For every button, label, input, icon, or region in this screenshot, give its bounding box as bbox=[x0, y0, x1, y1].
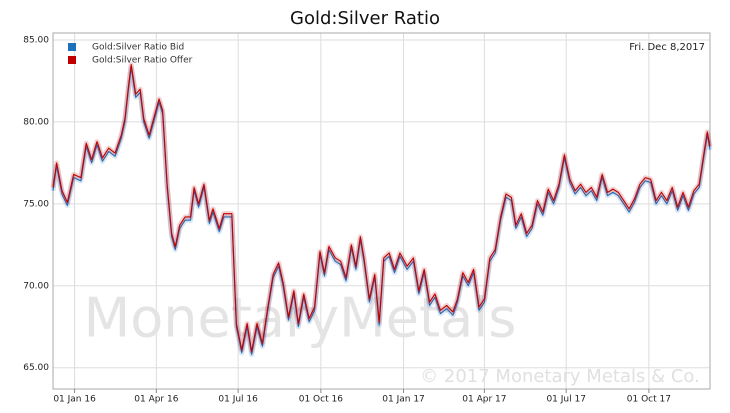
y-tick-label: 80.00 bbox=[23, 117, 49, 127]
plot-area bbox=[52, 32, 711, 390]
x-tick-label: 01 Jul 17 bbox=[546, 395, 586, 405]
x-tick-label: 01 Oct 16 bbox=[299, 395, 343, 405]
x-tick-label: 01 Jul 16 bbox=[218, 395, 258, 405]
x-tick-label: 01 Apr 16 bbox=[134, 395, 178, 405]
series-line bbox=[52, 64, 711, 352]
y-tick-label: 65.00 bbox=[23, 363, 49, 373]
x-tick-label: 01 Oct 17 bbox=[627, 395, 671, 405]
y-tick-label: 75.00 bbox=[23, 199, 49, 209]
grid bbox=[53, 33, 710, 389]
x-tick-label: 01 Jan 16 bbox=[53, 395, 96, 405]
date-annotation: Fri. Dec 8,2017 bbox=[629, 42, 705, 53]
legend-label: Gold:Silver Ratio Offer bbox=[92, 56, 193, 66]
legend-swatch bbox=[68, 43, 76, 51]
series-line bbox=[52, 67, 711, 356]
y-tick-label: 85.00 bbox=[23, 36, 49, 46]
legend-swatch bbox=[68, 56, 76, 64]
x-tick-label: 01 Apr 17 bbox=[462, 395, 506, 405]
y-tick-label: 70.00 bbox=[23, 281, 49, 291]
legend-label: Gold:Silver Ratio Bid bbox=[92, 43, 184, 53]
copyright: © 2017 Monetary Metals & Co. bbox=[420, 366, 700, 387]
x-tick-label: 01 Jan 17 bbox=[382, 395, 425, 405]
chart-title: Gold:Silver Ratio bbox=[290, 8, 440, 29]
